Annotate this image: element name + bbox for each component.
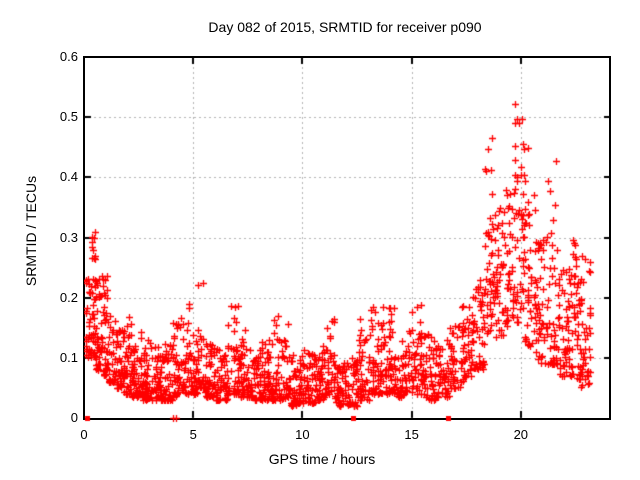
y-tick-label: 0.1 <box>59 349 78 365</box>
y-tick-label: 0.3 <box>59 229 78 245</box>
chart-title: Day 082 of 2015, SRMTID for receiver p09… <box>208 19 482 35</box>
x-tick-label: 10 <box>295 427 310 442</box>
y-axis-label: SRMTID / TECUs <box>23 175 39 287</box>
y-tick-label: 0.2 <box>59 289 78 305</box>
y-tick-label: 0.6 <box>59 49 78 64</box>
x-axis-label: GPS time / hours <box>268 451 376 467</box>
x-tick-label: 5 <box>189 427 197 442</box>
y-tick-label: 0.4 <box>59 169 78 185</box>
x-tick-label: 0 <box>80 427 88 442</box>
x-tick-label: 15 <box>404 427 419 442</box>
y-tick-label: 0.5 <box>59 109 78 125</box>
x-tick-label: 20 <box>513 427 529 442</box>
scatter-points-canvas <box>84 57 611 423</box>
y-tick-label: 0 <box>70 410 78 425</box>
